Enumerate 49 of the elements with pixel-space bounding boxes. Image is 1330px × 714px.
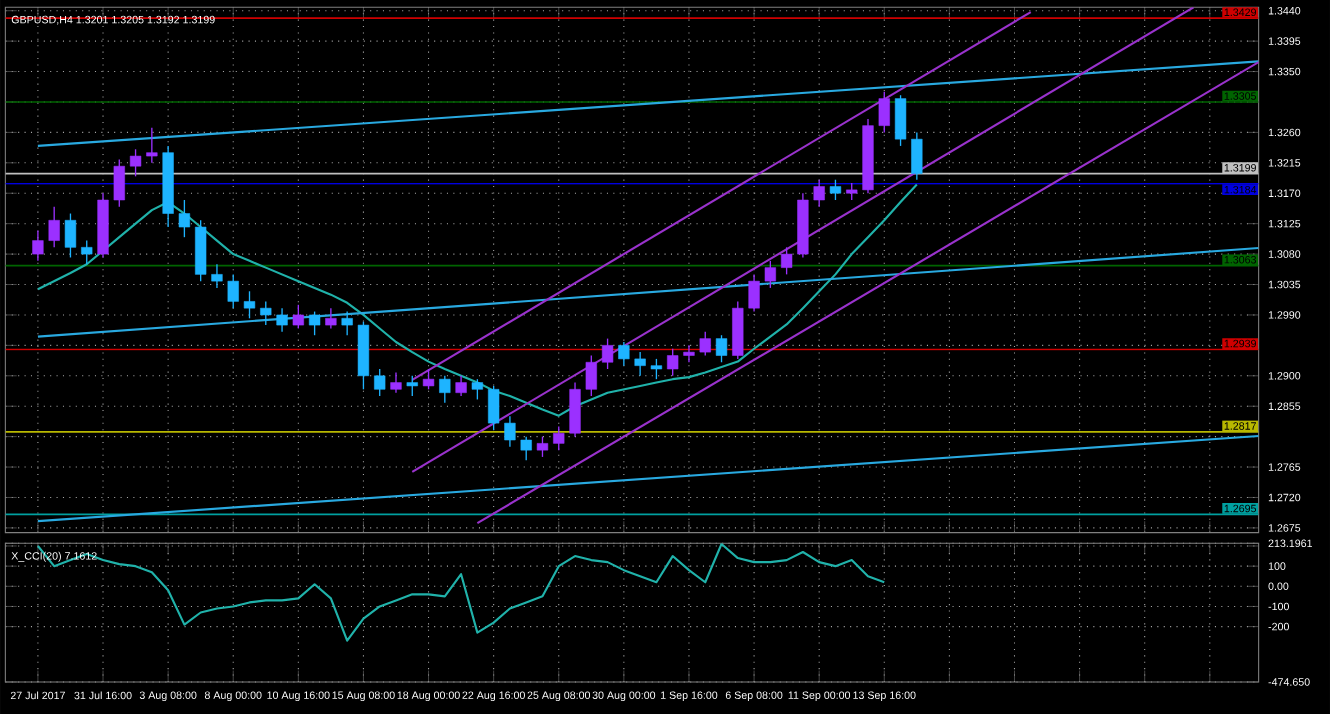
candlestick [81,239,93,265]
candlestick [683,344,695,363]
candlestick [325,307,337,330]
candlestick [390,371,402,394]
candlestick [488,385,500,431]
candlestick [667,348,679,377]
candlestick [276,307,288,333]
candlestick [911,131,923,181]
candlestick [146,127,158,164]
candlestick [829,179,842,201]
candlestick [178,199,191,238]
candlestick [878,91,890,134]
candlestick [504,415,516,448]
candlestick [439,375,451,404]
candlestick [341,310,353,336]
candlestick [732,300,744,360]
candlestick [536,435,549,458]
candlestick [406,375,418,397]
candlestick [308,310,321,336]
candlestick [553,425,565,451]
candlestick [618,341,630,367]
candlestick [894,94,907,147]
candlestick [520,435,532,461]
candlestick [211,263,223,289]
candlestick [64,212,77,259]
candlestick [113,158,125,208]
candlestick [243,290,256,319]
candlestick [748,273,760,313]
candlestick [650,358,663,380]
candlestick [471,378,484,401]
candlestick [813,179,825,208]
candlestick [715,334,728,363]
candlestick [699,331,711,357]
candlestick [48,206,60,248]
candlestick [129,148,142,178]
candlestick [569,381,581,438]
candlestick [32,229,44,262]
candlestick [260,300,272,326]
candlestick [227,273,239,309]
candlestick [601,337,614,370]
candlestick [764,260,776,289]
candlestick [422,368,435,390]
candlestick [195,219,207,282]
candlestick [292,304,304,330]
candlestick [634,351,646,377]
candlestick [374,368,386,397]
candlestick [780,246,793,276]
candlestick [455,375,467,397]
candlestick [585,354,597,397]
